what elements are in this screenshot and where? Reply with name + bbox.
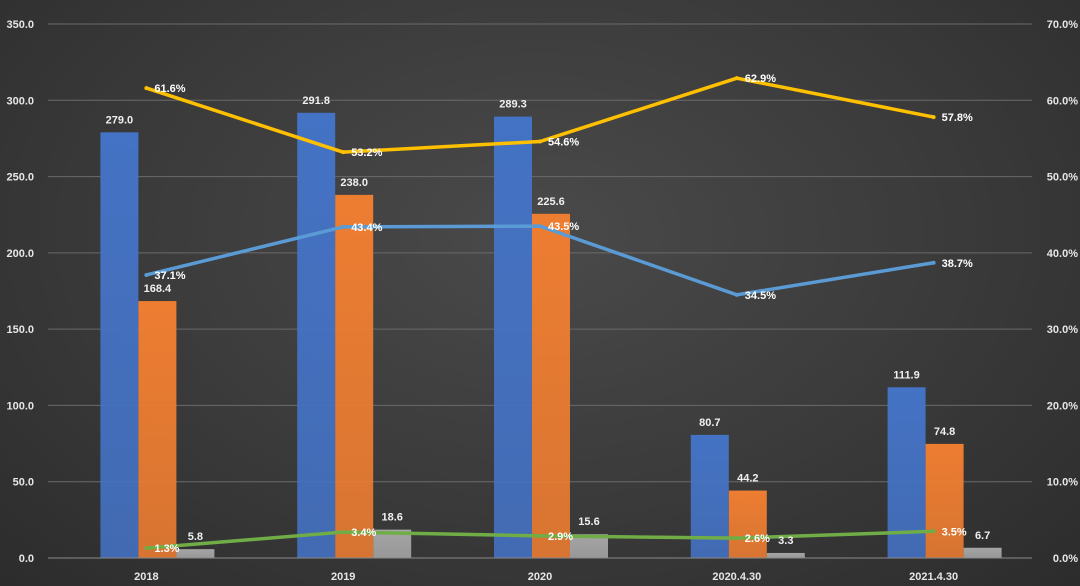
line-point — [341, 530, 346, 535]
line-value-label: 54.6% — [548, 136, 579, 148]
bar-value-label: 5.8 — [188, 531, 203, 543]
right-axis: 0.0% 10.0% 20.0% 30.0% 40.0% 50.0% 60.0% 70.0% — [1047, 19, 1078, 565]
line-point — [931, 115, 936, 120]
line-point — [341, 224, 346, 229]
left-tick-label: 0.0 — [19, 553, 34, 565]
bar-value-label: 291.8 — [302, 95, 330, 107]
line-value-label: 34.5% — [745, 290, 776, 302]
left-tick-label: 200.0 — [6, 248, 34, 260]
x-tick-label: 2018 — [134, 571, 158, 583]
left-tick-label: 100.0 — [6, 400, 34, 412]
line-value-label: 53.2% — [351, 147, 382, 159]
line-value-label: 1.3% — [154, 543, 179, 555]
line-value-label: 57.8% — [942, 112, 973, 124]
bar — [297, 112, 336, 558]
line-point — [538, 224, 542, 229]
x-tick-label: 2021.4.30 — [909, 571, 958, 583]
line-value-label: 3.4% — [351, 527, 376, 539]
left-axis: 0.0 50.0 100.0 150.0 200.0 250.0 300.0 350.0 — [6, 19, 34, 565]
bar-value-label: 168.4 — [144, 283, 172, 295]
bar-value-label: 18.6 — [381, 512, 402, 524]
right-tick-label: 20.0% — [1047, 400, 1078, 412]
bar-value-label: 74.8 — [934, 426, 955, 438]
line-value-label: 43.4% — [351, 222, 382, 234]
bar-value-label: 289.3 — [499, 99, 527, 111]
bar — [335, 194, 374, 558]
line-point — [341, 150, 346, 155]
bar-value-label: 3.3 — [778, 535, 793, 547]
right-tick-label: 60.0% — [1047, 95, 1078, 107]
line-point — [538, 533, 542, 538]
bar-value-label: 44.2 — [737, 473, 758, 485]
bar — [138, 301, 177, 558]
line-point — [931, 529, 936, 534]
line-point — [144, 272, 149, 277]
line-value-label: 37.1% — [154, 270, 185, 282]
bar-value-label: 15.6 — [578, 516, 599, 528]
bar-value-label: 6.7 — [975, 530, 990, 542]
x-tick-label: 2020.4.30 — [712, 571, 761, 583]
bar-value-label: 238.0 — [340, 177, 368, 189]
line-point — [734, 536, 739, 541]
bar — [494, 116, 532, 559]
right-tick-label: 50.0% — [1047, 172, 1078, 184]
right-tick-label: 30.0% — [1047, 324, 1078, 336]
line-value-label: 2.6% — [745, 533, 770, 545]
line-point — [931, 260, 936, 265]
line-point — [734, 292, 739, 297]
bar — [887, 387, 926, 558]
line-value-label: 3.5% — [942, 526, 967, 538]
x-tick-label: 2020 — [528, 571, 552, 583]
right-tick-label: 40.0% — [1047, 248, 1078, 260]
bar-value-label: 279.0 — [106, 114, 134, 126]
line-point — [538, 139, 542, 144]
bar-value-label: 80.7 — [699, 417, 720, 429]
line-value-label: 62.9% — [745, 73, 776, 85]
line-data-labels: 61.6% 53.2% 54.6% 62.9% 57.8% 37.1% 43.4% 43.5%… — [154, 73, 973, 555]
line-point — [144, 546, 149, 551]
line-point — [144, 86, 149, 91]
bar-data-labels: 279.0 291.8 289.3 80.7 111.9 168.4 238.0 225.6 4… — [106, 95, 991, 547]
bar — [176, 549, 215, 558]
bar — [532, 213, 570, 558]
line-value-label: 38.7% — [942, 258, 973, 270]
right-tick-label: 70.0% — [1047, 19, 1078, 31]
right-tick-label: 10.0% — [1047, 477, 1078, 489]
bar-series — [100, 112, 1002, 559]
line-value-label: 61.6% — [154, 83, 185, 95]
left-tick-label: 250.0 — [6, 172, 34, 184]
bar — [925, 443, 964, 558]
left-tick-label: 150.0 — [6, 324, 34, 336]
line-series — [144, 76, 936, 551]
left-tick-label: 350.0 — [6, 19, 34, 31]
line-value-label: 43.5% — [548, 221, 579, 233]
left-tick-label: 300.0 — [6, 95, 34, 107]
bar — [100, 132, 139, 558]
bar-value-label: 111.9 — [893, 369, 919, 381]
x-tick-label: 2019 — [331, 571, 355, 583]
bar — [963, 547, 1002, 558]
left-tick-label: 50.0 — [13, 477, 34, 489]
bar — [728, 490, 767, 558]
bar — [570, 534, 608, 558]
line-value-label: 2.9% — [548, 531, 573, 543]
right-tick-label: 0.0% — [1053, 553, 1078, 565]
bar-value-label: 225.6 — [537, 196, 565, 208]
bar — [766, 552, 805, 558]
line-point — [734, 76, 739, 81]
x-axis: 2018 2019 2020 2020.4.30 2021.4.30 — [48, 557, 1032, 583]
